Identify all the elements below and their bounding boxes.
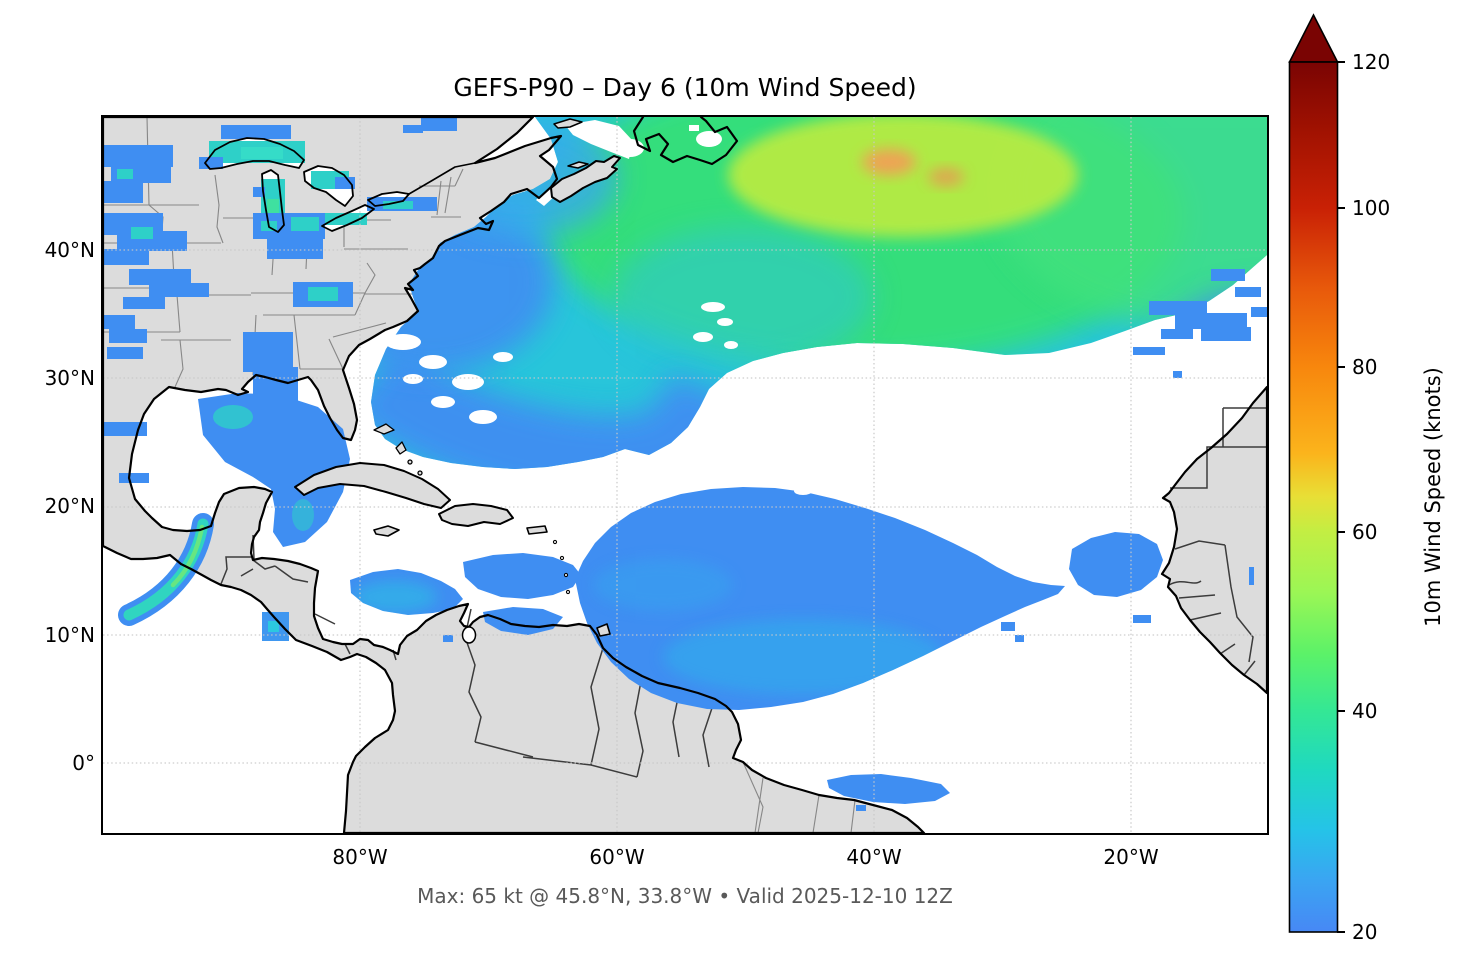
wind-patches-midwest: [103, 117, 457, 483]
colorbar-tick: 100: [1337, 194, 1390, 222]
prince-edward-island: [567, 161, 589, 169]
colorbar-tick: 80: [1337, 353, 1377, 381]
colorbar-axis-label: 10m Wind Speed (knots): [1421, 367, 1445, 627]
colorbar-tick-mark: [1337, 366, 1345, 369]
x-tick-label-20w: 20°W: [1103, 845, 1159, 869]
colorbar-tick-label: 20: [1352, 920, 1378, 944]
x-tick-label-80w: 80°W: [332, 845, 388, 869]
lake-maracaibo: [461, 626, 477, 644]
colorbar-tick: 20: [1337, 918, 1377, 946]
colorbar-tick-mark: [1337, 931, 1345, 933]
wind-jet-papagayo: [262, 612, 289, 641]
country-borders: [220, 407, 1267, 778]
y-tick-label-30n: 30°N: [44, 366, 95, 390]
x-tick-label-40w: 40°W: [846, 845, 902, 869]
islands-bahamas: [373, 423, 423, 476]
wind-jet-tehuantepec: [118, 513, 214, 626]
colorbar-extend-arrow: [1288, 13, 1339, 63]
colorbar-tick-label: 40: [1352, 699, 1378, 724]
low-wind-holes: [385, 120, 873, 723]
plot-title: GEFS-P90 – Day 6 (10m Wind Speed): [453, 73, 917, 102]
map-axes: [101, 115, 1269, 835]
st-lawrence-river: [408, 162, 476, 195]
nova-scotia: [550, 155, 621, 203]
islands-lesser-antilles: [552, 539, 571, 595]
y-tick-label-0: 0°: [72, 751, 95, 775]
x-tick-label-60w: 60°W: [589, 845, 645, 869]
colorbar-gradient: [1288, 61, 1339, 933]
y-tick-label-40n: 40°N: [44, 238, 95, 262]
colorbar-tick-mark: [1337, 530, 1345, 533]
wind-patch-brazil-coast: [827, 774, 950, 811]
colorbar-tick-label: 60: [1352, 519, 1378, 544]
anticosti-island: [553, 118, 583, 129]
colorbar-tick: 40: [1337, 697, 1377, 725]
colorbar-tick-mark: [1337, 710, 1345, 713]
colorbar-tick-label: 80: [1352, 355, 1378, 380]
island-puerto-rico: [526, 525, 548, 535]
wind-field-tropical-atlantic: [350, 487, 1163, 710]
colorbar-tick-label: 100: [1352, 196, 1391, 221]
colorbar: [1288, 13, 1339, 933]
caption: Max: 65 kt @ 45.8°N, 33.8°W • Valid 2025…: [417, 884, 953, 908]
island-trinidad: [596, 623, 611, 637]
island-hispaniola: [438, 503, 514, 527]
island-jamaica: [373, 525, 400, 537]
colorbar-tick: 120: [1337, 48, 1390, 76]
gridlines: [103, 117, 1267, 833]
wind-patches-ne-atlantic: [1133, 269, 1267, 585]
coastline-layer: [103, 117, 1267, 833]
y-tick-label-10n: 10°N: [44, 623, 95, 647]
map-canvas: [103, 117, 1267, 833]
y-tick-label-20n: 20°N: [44, 494, 95, 518]
island-cuba: [294, 462, 451, 509]
colorbar-tick-mark: [1337, 207, 1345, 210]
colorbar-tick-label: 120: [1352, 50, 1391, 74]
colorbar-tick-mark: [1337, 61, 1345, 63]
colorbar-tick: 60: [1337, 518, 1377, 546]
